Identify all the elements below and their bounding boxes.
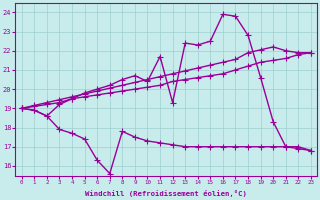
X-axis label: Windchill (Refroidissement éolien,°C): Windchill (Refroidissement éolien,°C) xyxy=(85,190,247,197)
